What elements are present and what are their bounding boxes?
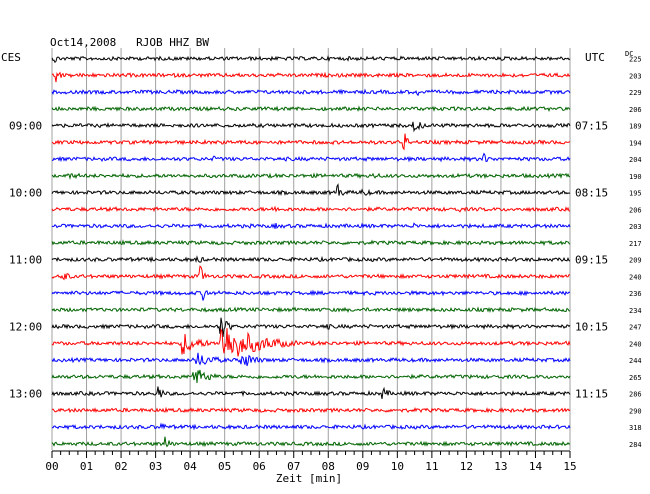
trace-line <box>51 205 571 213</box>
x-tick-label: 14 <box>529 460 543 473</box>
dc-value: 318 <box>629 424 642 432</box>
trace-line <box>51 152 571 163</box>
left-hour-label: 11:00 <box>9 254 42 267</box>
trace-line <box>51 317 571 337</box>
trace-line <box>51 327 571 357</box>
left-hour-label: 12:00 <box>9 321 42 334</box>
right-hour-label: 10:15 <box>575 321 608 334</box>
plot-grid <box>51 48 571 450</box>
x-tick-label: 08 <box>322 460 335 473</box>
chart-title: Oct14,2008 RJOB HHZ BW <box>50 36 209 49</box>
right-timezone-label: UTC <box>585 51 605 64</box>
dc-value: 225 <box>629 56 642 64</box>
dc-value: 204 <box>629 156 642 164</box>
dc-value: 247 <box>629 324 642 332</box>
x-tick-label: 15 <box>563 460 576 473</box>
x-tick-label: 05 <box>218 460 231 473</box>
dc-value: 195 <box>629 190 642 198</box>
trace-line <box>51 265 571 281</box>
dc-value: 190 <box>629 173 642 181</box>
trace-line <box>51 436 571 448</box>
left-hour-label: 13:00 <box>9 388 42 401</box>
dc-value: 265 <box>629 374 642 382</box>
right-hour-label: 07:15 <box>575 120 608 133</box>
x-tick-label: 07 <box>287 460 300 473</box>
left-hour-labels: 09:00 10:00 11:00 12:00 13:00 <box>9 120 42 401</box>
dc-value: 194 <box>629 139 642 147</box>
left-hour-label: 10:00 <box>9 187 42 200</box>
dc-value: 189 <box>629 123 642 131</box>
dc-value: 206 <box>629 206 642 214</box>
dc-value: 203 <box>629 72 642 80</box>
x-tick-label: 12 <box>460 460 473 473</box>
dc-value: 209 <box>629 257 642 265</box>
trace-line <box>51 71 571 83</box>
trace-line <box>51 306 571 313</box>
right-hour-label: 11:15 <box>575 388 608 401</box>
trace-line <box>51 105 571 112</box>
dc-value: 284 <box>629 441 642 449</box>
trace-line <box>51 406 571 414</box>
dc-value: 236 <box>629 290 642 298</box>
x-tick-label: 04 <box>184 460 198 473</box>
trace-line <box>51 183 571 197</box>
x-tick-label: 01 <box>80 460 93 473</box>
trace-line <box>51 121 571 133</box>
left-timezone-label: CES <box>1 51 21 64</box>
dc-value: 244 <box>629 357 642 365</box>
dc-value: 286 <box>629 391 642 399</box>
x-tick-label: 06 <box>253 460 266 473</box>
dc-value: 240 <box>629 273 642 281</box>
dc-value-labels: 225 203 229 206 189 194 204 190 195 206 203 217 209 2… <box>629 56 642 449</box>
dc-value: 290 <box>629 407 642 415</box>
dc-value: 206 <box>629 106 642 114</box>
trace-line <box>51 239 571 247</box>
trace-line <box>51 352 571 367</box>
right-hour-label: 08:15 <box>575 187 608 200</box>
x-tick-label: 11 <box>425 460 438 473</box>
x-axis: 00 01 02 03 04 05 06 07 08 09 10 11 12 13 14 15 <box>45 450 577 473</box>
x-tick-label: 02 <box>114 460 127 473</box>
trace-line <box>51 88 571 97</box>
trace-line <box>51 54 571 64</box>
dc-value: 240 <box>629 340 642 348</box>
seismic-traces <box>51 54 571 448</box>
x-tick-label: 13 <box>494 460 507 473</box>
trace-line <box>51 222 571 230</box>
dc-value: 217 <box>629 240 642 248</box>
x-tick-label: 10 <box>391 460 404 473</box>
dc-header: DC <box>625 50 633 58</box>
dc-value: 203 <box>629 223 642 231</box>
trace-line <box>51 133 571 151</box>
trace-line <box>51 255 571 263</box>
trace-line <box>51 172 570 181</box>
x-tick-label: 00 <box>45 460 58 473</box>
x-tick-label: 03 <box>149 460 162 473</box>
dc-value: 229 <box>629 89 642 97</box>
right-hour-labels: 07:15 08:15 09:15 10:15 11:15 <box>575 120 608 401</box>
trace-line <box>52 422 571 431</box>
trace-line <box>51 386 571 399</box>
trace-line <box>51 289 571 301</box>
trace-line <box>51 369 571 383</box>
left-hour-label: 09:00 <box>9 120 42 133</box>
dc-value: 234 <box>629 307 642 315</box>
x-axis-label: Zeit [min] <box>276 472 342 485</box>
x-tick-label: 09 <box>356 460 369 473</box>
right-hour-label: 09:15 <box>575 254 608 267</box>
